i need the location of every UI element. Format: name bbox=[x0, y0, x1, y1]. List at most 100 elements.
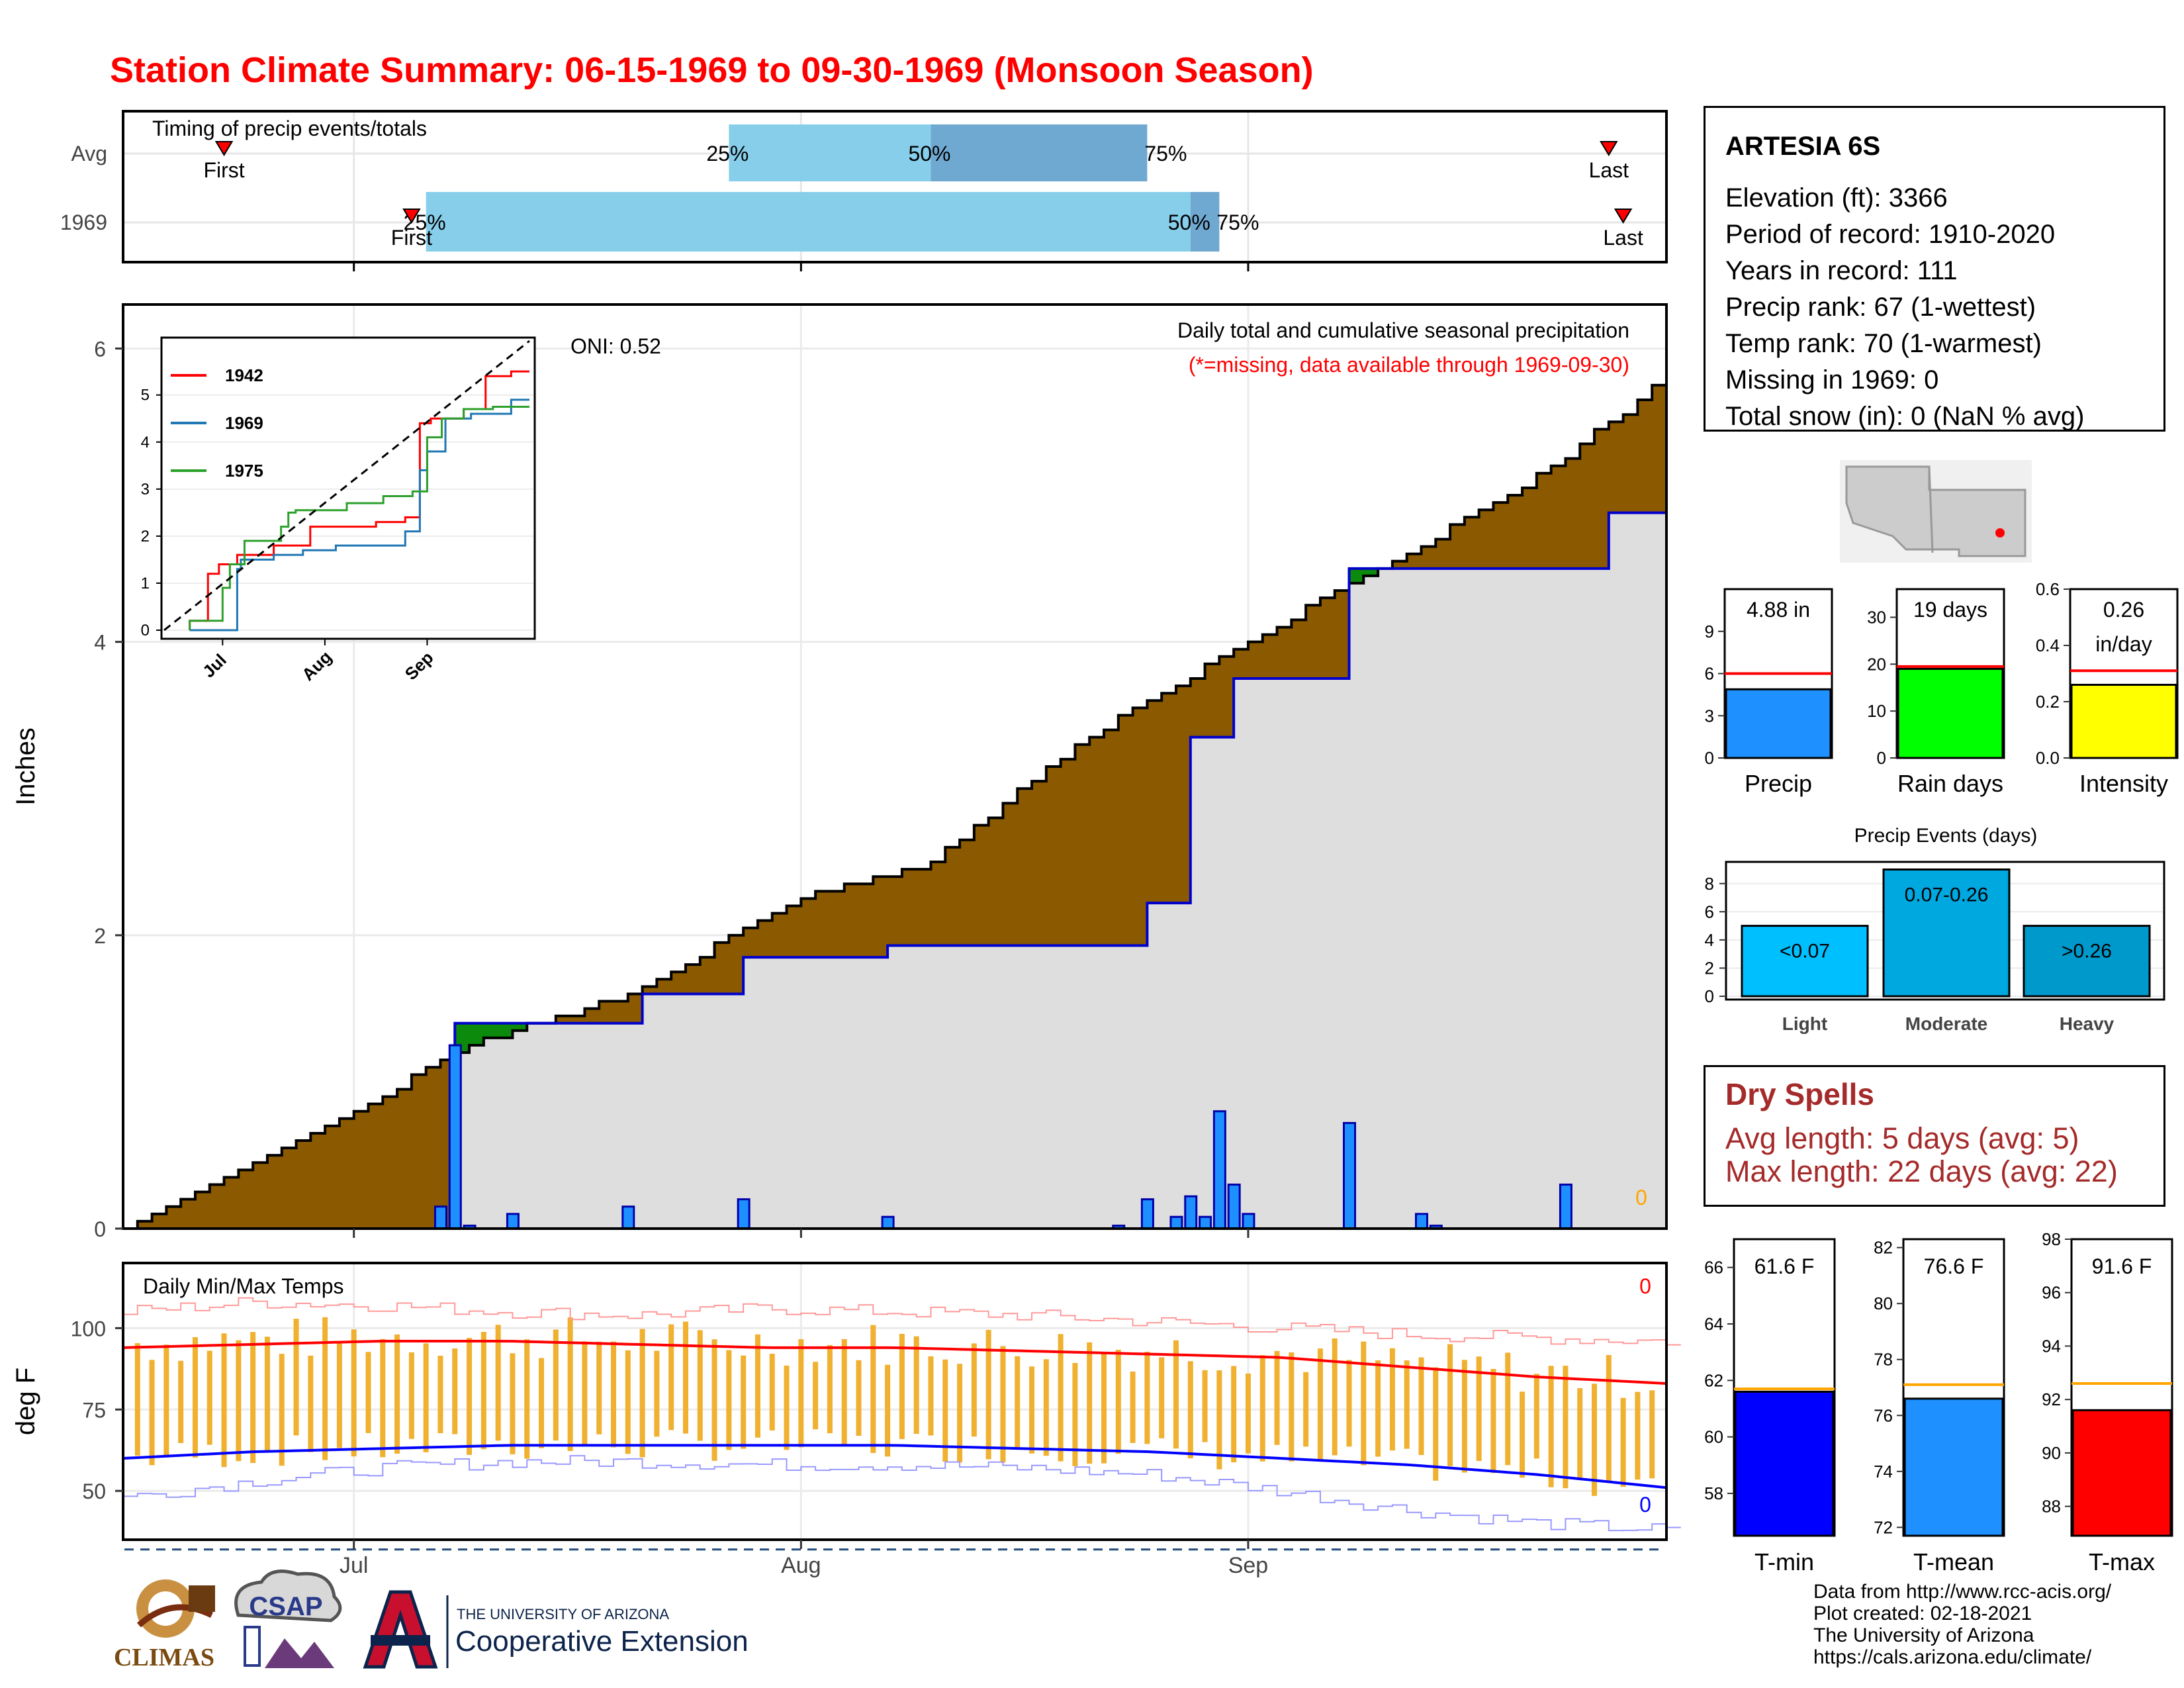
mini-bar-ytick-label: 0 bbox=[1877, 748, 1886, 768]
daily-precip-bar bbox=[506, 1213, 520, 1230]
daily-temp-range-bar bbox=[1259, 1355, 1265, 1462]
daily-precip-bar bbox=[1227, 1184, 1241, 1230]
precip-events-chart: Precip Events (days) 0 2 4 6 8 <0.07 Light 0.07… bbox=[1705, 825, 2165, 1034]
temp-bar-ytick-label: 76 bbox=[1874, 1405, 1893, 1425]
daily-temp-range-bar bbox=[1505, 1352, 1511, 1466]
daily-temp-range-bar bbox=[221, 1333, 227, 1468]
daily-temp-range-bar bbox=[899, 1333, 905, 1439]
mini-bar-intensity bbox=[2070, 684, 2177, 759]
temp-ylabel: deg F bbox=[11, 1368, 40, 1435]
daily-temp-range-bar bbox=[1533, 1374, 1539, 1459]
temp-bar-ytick-label: 80 bbox=[1874, 1293, 1893, 1313]
daily-temp-range-bar bbox=[134, 1343, 140, 1456]
temp-ytick-label: 100 bbox=[71, 1317, 106, 1340]
tmin-avg-line bbox=[122, 1444, 1667, 1489]
daily-temp-range-bar bbox=[467, 1338, 473, 1455]
inset-ytick-label: 3 bbox=[141, 481, 150, 498]
daily-temp-range-bar bbox=[682, 1321, 688, 1434]
observed-cumulative-fill bbox=[123, 512, 1666, 1229]
mini-bar-precip bbox=[1725, 688, 1832, 759]
timing-bar-q2 bbox=[931, 124, 1148, 181]
daily-precip-bar bbox=[881, 1215, 895, 1230]
mini-bar-ytick-label: 20 bbox=[1867, 654, 1886, 674]
mini-bar-value: 0.26 bbox=[2103, 598, 2144, 622]
daily-temp-range-bar bbox=[726, 1350, 732, 1450]
temp-bar-value: 76.6 F bbox=[1924, 1254, 1984, 1278]
daily-temp-range-bar bbox=[1245, 1373, 1251, 1454]
daily-temp-range-bar bbox=[784, 1365, 790, 1450]
temp-bar-ytick-label: 92 bbox=[2042, 1389, 2061, 1409]
daily-temp-range-bar bbox=[741, 1355, 747, 1449]
daily-temp-range-bar bbox=[1187, 1361, 1193, 1459]
inset-legend-label: 1942 bbox=[225, 365, 263, 385]
temp-bar-ytick-label: 74 bbox=[1874, 1462, 1893, 1481]
daily-temp-range-bar bbox=[394, 1334, 400, 1454]
precip-ytick-label: 6 bbox=[94, 337, 106, 361]
timing-label-25: 25% bbox=[706, 142, 749, 165]
university-of-arizona-logo: THE UNIVERSITY OF ARIZONA Cooperative Ex… bbox=[363, 1590, 749, 1669]
daily-temp-range-bar bbox=[293, 1319, 299, 1436]
event-bar-heavy bbox=[2023, 925, 2151, 998]
daily-temp-range-bar bbox=[495, 1325, 501, 1441]
daily-temp-range-bar bbox=[480, 1332, 486, 1450]
temp-ytick-label: 50 bbox=[82, 1479, 106, 1503]
event-bar-moderate bbox=[1882, 868, 2011, 998]
daily-temp-range-bar bbox=[639, 1329, 645, 1458]
event-category-label: Moderate bbox=[1905, 1013, 1987, 1034]
daily-temp-range-bar bbox=[971, 1343, 977, 1437]
temp-bar-ytick-label: 82 bbox=[1874, 1238, 1893, 1258]
daily-precip-bar bbox=[737, 1198, 751, 1230]
event-category-label: Heavy bbox=[2060, 1013, 2115, 1034]
daily-temp-range-bar bbox=[510, 1353, 516, 1454]
daily-temp-range-bar bbox=[1000, 1346, 1006, 1463]
timing-label-75: 75% bbox=[1144, 142, 1187, 165]
events-ytick-label: 2 bbox=[1705, 958, 1714, 978]
inset-series-1942 bbox=[189, 370, 529, 630]
daily-temp-range-bar bbox=[668, 1324, 674, 1430]
tmax-avg-line bbox=[122, 1340, 1667, 1385]
timing-panel-title: Timing of precip events/totals bbox=[152, 117, 427, 140]
daily-temp-range-bar bbox=[1087, 1342, 1093, 1464]
month-xtick-label: Jul bbox=[340, 1553, 368, 1578]
event-category-label: Light bbox=[1782, 1013, 1827, 1034]
ua-small-text: THE UNIVERSITY OF ARIZONA bbox=[457, 1606, 669, 1622]
precip-note: Daily total and cumulative seasonal prec… bbox=[1177, 318, 1629, 342]
daily-temp-range-bar bbox=[1159, 1357, 1165, 1438]
daily-temp-range-bar bbox=[1635, 1391, 1641, 1480]
daily-temp-range-bar bbox=[1029, 1366, 1035, 1454]
station-snow: Total snow (in): 0 (NaN % avg) bbox=[1725, 402, 2085, 431]
temp-bar-ytick-label: 66 bbox=[1704, 1258, 1723, 1278]
events-ytick-label: 4 bbox=[1705, 930, 1714, 950]
daily-temp-range-bar bbox=[928, 1356, 934, 1436]
daily-temp-range-bar bbox=[625, 1350, 631, 1454]
daily-temp-range-bar bbox=[236, 1340, 242, 1462]
event-bar-label: 0.07-0.26 bbox=[1905, 884, 1989, 906]
daily-precip-bar bbox=[1242, 1213, 1255, 1230]
daily-temp-range-bar bbox=[452, 1348, 458, 1434]
credits: Data from http://www.rcc-acis.org/ Plot … bbox=[1813, 1581, 2111, 1668]
inset-series-1969 bbox=[189, 399, 529, 632]
inset-ytick-label: 4 bbox=[141, 434, 150, 451]
daily-temp-range-bar bbox=[769, 1354, 775, 1430]
credit-url: https://cals.arizona.edu/climate/ bbox=[1813, 1646, 2092, 1668]
timing-label-first: First bbox=[391, 226, 432, 250]
daily-temp-range-bar bbox=[178, 1360, 184, 1444]
timing-marker-last bbox=[1600, 141, 1618, 156]
daily-temp-range-bar bbox=[1043, 1359, 1049, 1456]
mini-bar-value: 4.88 in bbox=[1747, 598, 1810, 622]
daily-temp-range-bar bbox=[1072, 1362, 1078, 1466]
temp-ytick-label: 75 bbox=[82, 1398, 106, 1422]
temp-bar-ytick-label: 78 bbox=[1874, 1350, 1893, 1370]
tmin-record-line bbox=[123, 1455, 1681, 1532]
mini-bar-label: Rain days bbox=[1897, 770, 2003, 797]
daily-temp-range-bar bbox=[856, 1360, 862, 1436]
dry-spells-title: Dry Spells bbox=[1725, 1077, 1874, 1111]
timing-label-first: First bbox=[203, 158, 244, 182]
mini-bar-ytick-label: 0.0 bbox=[2036, 748, 2060, 768]
mini-bar-ytick-label: 3 bbox=[1705, 706, 1714, 726]
daily-temp-range-bar bbox=[942, 1359, 948, 1462]
daily-temp-range-bar bbox=[1447, 1344, 1453, 1466]
daily-temp-range-bar bbox=[1577, 1388, 1583, 1478]
daily-temp-range-bar bbox=[1361, 1341, 1367, 1466]
daily-temp-range-bar bbox=[1418, 1357, 1424, 1456]
